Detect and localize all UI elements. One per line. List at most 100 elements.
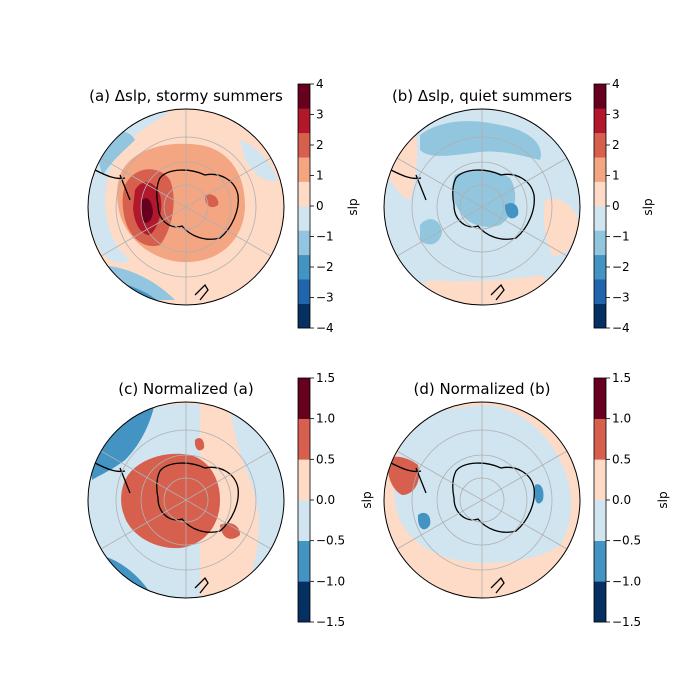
panel-b-region-negative-4	[505, 203, 519, 219]
panel-c-colorbar-tick-label: −0.5	[316, 534, 345, 548]
panel-c-antarctica-coastline	[156, 462, 239, 533]
panel-b-colorbar-tick-label: 1	[612, 169, 620, 183]
panel-c-colorbar-segment	[298, 540, 310, 582]
panel-a-colorbar-segment	[298, 181, 310, 207]
panel-a-colorbar-segment	[298, 132, 310, 158]
panel-a-colorbar-segment	[298, 279, 310, 304]
panel-c-region-negative-1	[90, 403, 155, 480]
panel-d-colorbar-segment	[594, 378, 606, 419]
panel-a-antarctica-coastline	[156, 169, 239, 240]
panel-c-colorbar-tick-label: 0.5	[316, 452, 335, 466]
panel-a-title: (a) Δslp, stormy summers	[89, 87, 283, 105]
panel-d-colorbar-tick-label: −1.0	[612, 574, 641, 588]
panel-c-colorbar-segment	[298, 581, 310, 623]
panel-b-colorbar-tick-label: 2	[612, 138, 620, 152]
panel-a-colorbar-tick-label: 0	[316, 199, 324, 213]
panel-a-map	[88, 109, 284, 305]
panel-a-region-positive-4	[142, 198, 153, 223]
panel-b-region-negative-3	[452, 170, 516, 227]
panel-a-colorbar-segment	[298, 303, 310, 329]
panel-a-colorbar-tick-label: −4	[316, 321, 334, 335]
panel-c-colorbar-tick-label: −1.5	[316, 615, 345, 629]
panel-c-title: (c) Normalized (a)	[118, 380, 253, 398]
panel-a-region-positive-5	[204, 194, 219, 208]
panel-a-colorbar-segment	[298, 206, 310, 231]
panel-c-colorbar-tick-label: 1.5	[316, 371, 335, 385]
panel-b-colorbar-tick-label: 3	[612, 108, 620, 122]
panel-a-colorbar-tick-label: −3	[316, 291, 334, 305]
panel-b-colorbar-segment	[594, 279, 606, 304]
panel-c-new-zealand-coastline	[194, 576, 209, 594]
panel-d-colorbar-tick-label: 0.5	[612, 452, 631, 466]
panel-d-colorbar-segment	[594, 459, 606, 501]
panel-b-colorbar-segment	[594, 206, 606, 231]
panel-b-region-negative-1	[420, 121, 541, 160]
panel-b-map-border	[383, 108, 581, 306]
panel-a-colorbar-segment	[298, 157, 310, 182]
panel-c-region-positive-2	[194, 437, 205, 451]
panel-d-gridlines	[396, 402, 568, 598]
panel-d-colorbar-tick-label: −1.5	[612, 615, 641, 629]
panel-b-gridlines	[396, 109, 568, 305]
panel-a-colorbar-tick-label: 3	[316, 108, 324, 122]
panel-b-colorbar-segment	[594, 157, 606, 182]
panel-c-colorbar-label: slp	[360, 491, 374, 508]
panel-d-colorbar-tick-label: 1.0	[612, 412, 631, 426]
panel-d-colorbar-segment	[594, 418, 606, 460]
panel-b-colorbar-tick-label: −4	[612, 321, 630, 335]
panel-d-region-negative-2	[417, 512, 431, 530]
panel-a-colorbar-segment	[298, 108, 310, 134]
panel-c-colorbar-segment	[298, 459, 310, 501]
panel-d-colorbar: −1.5 −1.0 −0.5 0.0 0.5 1.0 1.5	[593, 371, 641, 629]
panel-a-colorbar: −4 −3 −2 −1 0 1 2 3 4	[297, 77, 334, 335]
panel-c-map-border	[87, 401, 285, 599]
panel-a-colorbar-label: slp	[346, 198, 360, 215]
panel-b-colorbar-segment	[594, 303, 606, 329]
panel-a-colorbar-segment	[298, 254, 310, 280]
panel-b-colorbar-segment	[594, 108, 606, 134]
panel-a-colorbar-segment	[298, 230, 310, 256]
panel-b-colorbar-tick-label: 4	[612, 77, 620, 91]
panel-c-gridlines	[100, 402, 272, 598]
panel-a-colorbar-segment	[298, 84, 310, 109]
panel-b-colorbar-label: slp	[641, 198, 655, 215]
panel-a-colorbar-tick-label: −1	[316, 230, 334, 244]
panel-b-region-positive-2	[543, 198, 580, 256]
panel-d-region-negative-1	[394, 405, 572, 563]
panel-b-region-negative-2	[420, 219, 442, 245]
panel-d-region-positive-1	[387, 456, 420, 495]
panel-b-colorbar-segment	[594, 84, 606, 109]
panel-c-colorbar-tick-label: −1.0	[316, 574, 345, 588]
panel-b-colorbar: −4 −3 −2 −1 0 1 2 3 4	[593, 77, 630, 335]
panel-b-new-zealand-coastline	[490, 283, 505, 301]
panel-b-colorbar-tick-label: −2	[612, 260, 630, 274]
panel-d-map-border	[383, 401, 581, 599]
panel-c-map	[88, 402, 284, 598]
panel-c-colorbar: −1.5 −1.0 −0.5 0.0 0.5 1.0 1.5	[297, 371, 345, 629]
panel-d: (d) Normalized (b) −1.5 −1.0 −0.5 0.0 0.5 1.0…	[383, 371, 670, 629]
panel-d-antarctica-coastline	[452, 462, 535, 533]
panel-c-region-positive-1	[121, 453, 220, 549]
panel-d-colorbar-tick-label: 0.0	[612, 493, 631, 507]
panel-c-colorbar-segment	[298, 378, 310, 419]
panel-c: (c) Normalized (a) −1.5 −1.0 −0.5 0.0 0.5 1.0…	[87, 371, 374, 629]
panel-a-gridlines	[100, 109, 272, 305]
panel-a-region-negative-4	[240, 140, 278, 182]
panel-d-region-negative-3	[534, 484, 544, 504]
panel-a: (a) Δslp, stormy summers	[87, 77, 360, 335]
panel-d-colorbar-tick-label: −0.5	[612, 534, 641, 548]
panel-a-colorbar-tick-label: 4	[316, 77, 324, 91]
panel-c-colorbar-segment	[298, 418, 310, 460]
panel-c-colorbar-tick-label: 1.0	[316, 412, 335, 426]
panel-b-colorbar-segment	[594, 132, 606, 158]
panel-b-colorbar-segment	[594, 230, 606, 256]
panel-c-colorbar-tick-label: 0.0	[316, 493, 335, 507]
panel-b-colorbar-tick-label: −3	[612, 291, 630, 305]
panel-d-title: (d) Normalized (b)	[413, 380, 550, 398]
panel-a-colorbar-tick-label: −2	[316, 260, 334, 274]
panel-b-colorbar-segment	[594, 181, 606, 207]
panel-b-title: (b) Δslp, quiet summers	[392, 87, 572, 105]
panel-d-new-zealand-coastline	[490, 576, 505, 594]
panel-b: (b) Δslp, quiet summers −4 −3 −2 −1 0 1 2 3 4 sl…	[383, 77, 655, 335]
